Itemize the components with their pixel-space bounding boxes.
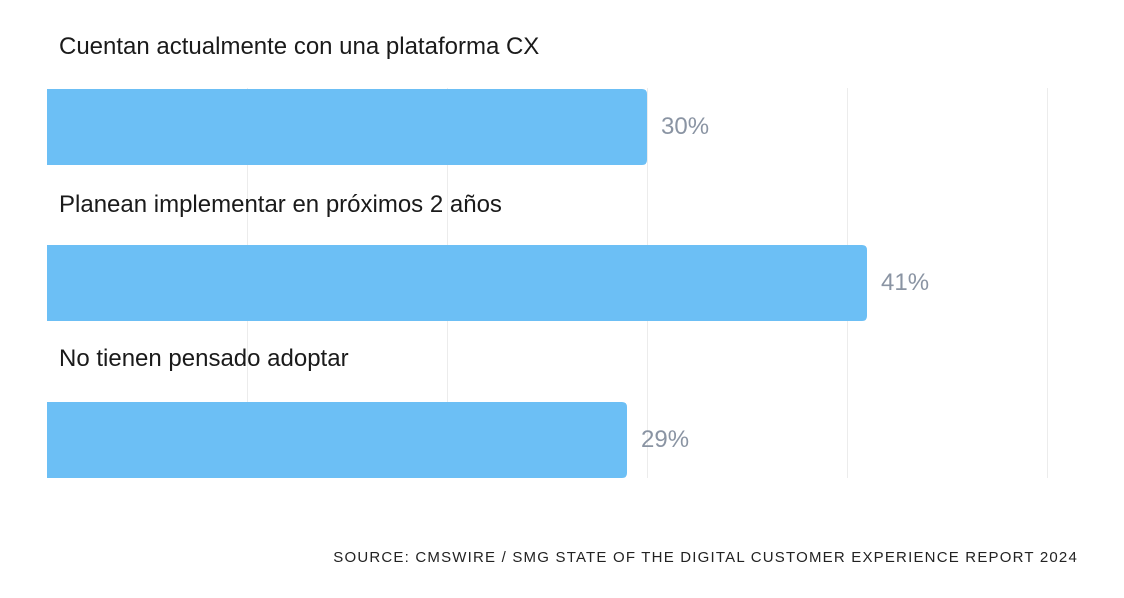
bar (47, 89, 647, 165)
bar (47, 245, 867, 321)
value-label: 29% (641, 426, 689, 454)
source-note: SOURCE: CMSWIRE / SMG STATE OF THE DIGIT… (333, 549, 1078, 566)
bar (47, 402, 627, 478)
category-label: Cuentan actualmente con una plataforma C… (59, 33, 539, 61)
value-label: 30% (661, 113, 709, 141)
value-label: 41% (881, 269, 929, 297)
category-label: Planean implementar en próximos 2 años (59, 191, 502, 219)
category-label: No tienen pensado adoptar (59, 345, 349, 373)
